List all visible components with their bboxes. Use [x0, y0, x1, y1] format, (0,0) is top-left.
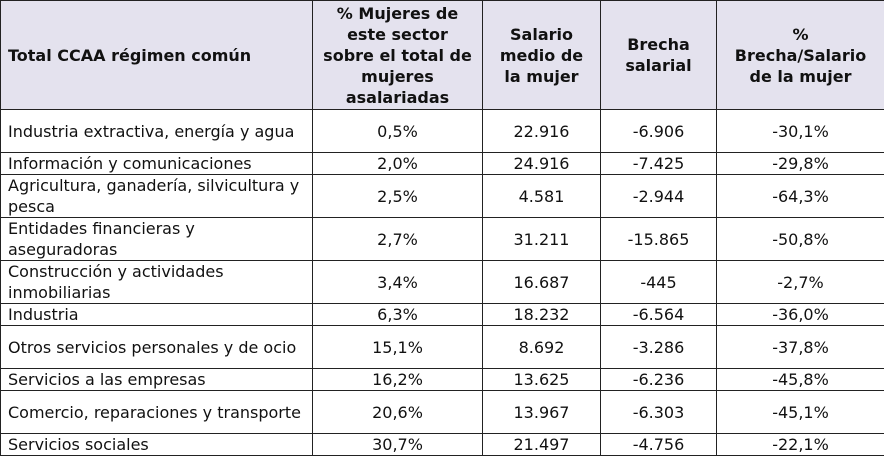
- cell-pct-brecha: -29,8%: [716, 152, 884, 175]
- cell-pct-brecha: -2,7%: [716, 260, 884, 304]
- table-row: Otros servicios personales y de ocio 15,1…: [0, 325, 884, 369]
- cell-pct-brecha: -30,1%: [716, 109, 884, 153]
- cell-pct-mujeres: 0,5%: [312, 109, 483, 153]
- cell-salario: 21.497: [482, 433, 601, 456]
- cell-pct-brecha: -36,0%: [716, 303, 884, 326]
- cell-salario: 24.916: [482, 152, 601, 175]
- cell-brecha: -445: [600, 260, 717, 304]
- cell-pct-mujeres: 2,5%: [312, 174, 483, 218]
- cell-pct-brecha: -50,8%: [716, 217, 884, 261]
- cell-brecha: -6.303: [600, 390, 717, 434]
- cell-salario: 22.916: [482, 109, 601, 153]
- cell-sector: Entidades financieras y aseguradoras: [0, 217, 313, 261]
- header-row: Total CCAA régimen común % Mujeres de es…: [0, 0, 884, 110]
- cell-pct-mujeres: 16,2%: [312, 368, 483, 391]
- cell-salario: 4.581: [482, 174, 601, 218]
- cell-brecha: -6.906: [600, 109, 717, 153]
- header-brecha: Brecha salarial: [600, 0, 717, 110]
- table-row: Agricultura, ganadería, silvicultura y p…: [0, 174, 884, 218]
- cell-brecha: -4.756: [600, 433, 717, 456]
- cell-pct-brecha: -45,8%: [716, 368, 884, 391]
- cell-brecha: -6.564: [600, 303, 717, 326]
- cell-sector: Construcción y actividades inmobiliarias: [0, 260, 313, 304]
- cell-pct-mujeres: 2,0%: [312, 152, 483, 175]
- cell-pct-brecha: -64,3%: [716, 174, 884, 218]
- cell-sector: Industria extractiva, energía y agua: [0, 109, 313, 153]
- cell-sector: Otros servicios personales y de ocio: [0, 325, 313, 369]
- cell-brecha: -7.425: [600, 152, 717, 175]
- cell-pct-mujeres: 3,4%: [312, 260, 483, 304]
- cell-brecha: -15.865: [600, 217, 717, 261]
- header-salario: Salario medio de la mujer: [482, 0, 601, 110]
- header-pct-brecha: % Brecha/Salario de la mujer: [716, 0, 884, 110]
- cell-pct-mujeres: 15,1%: [312, 325, 483, 369]
- cell-sector: Agricultura, ganadería, silvicultura y p…: [0, 174, 313, 218]
- cell-salario: 13.967: [482, 390, 601, 434]
- table-row: Comercio, reparaciones y transporte 20,6%…: [0, 390, 884, 434]
- header-pct-mujeres: % Mujeres de este sector sobre el total …: [312, 0, 483, 110]
- wage-gap-table: Total CCAA régimen común % Mujeres de es…: [0, 0, 884, 456]
- cell-salario: 18.232: [482, 303, 601, 326]
- cell-pct-mujeres: 2,7%: [312, 217, 483, 261]
- cell-pct-brecha: -22,1%: [716, 433, 884, 456]
- cell-sector: Servicios a las empresas: [0, 368, 313, 391]
- table-row: Industria extractiva, energía y agua 0,5%…: [0, 109, 884, 153]
- cell-pct-mujeres: 6,3%: [312, 303, 483, 326]
- table-row: Construcción y actividades inmobiliarias…: [0, 260, 884, 304]
- table-row: Industria 6,3% 18.232 -6.564 -36,0%: [0, 303, 884, 326]
- table-row: Servicios sociales 30,7% 21.497 -4.756 -22,1…: [0, 433, 884, 456]
- table-row: Información y comunicaciones 2,0% 24.916 -7…: [0, 152, 884, 175]
- cell-pct-brecha: -37,8%: [716, 325, 884, 369]
- cell-pct-brecha: -45,1%: [716, 390, 884, 434]
- cell-sector: Servicios sociales: [0, 433, 313, 456]
- cell-salario: 13.625: [482, 368, 601, 391]
- cell-salario: 31.211: [482, 217, 601, 261]
- cell-brecha: -6.236: [600, 368, 717, 391]
- cell-salario: 8.692: [482, 325, 601, 369]
- table-row: Entidades financieras y aseguradoras 2,7%…: [0, 217, 884, 261]
- cell-brecha: -3.286: [600, 325, 717, 369]
- cell-brecha: -2.944: [600, 174, 717, 218]
- table-row: Servicios a las empresas 16,2% 13.625 -6.23…: [0, 368, 884, 391]
- cell-pct-mujeres: 20,6%: [312, 390, 483, 434]
- cell-sector: Industria: [0, 303, 313, 326]
- cell-pct-mujeres: 30,7%: [312, 433, 483, 456]
- cell-sector: Información y comunicaciones: [0, 152, 313, 175]
- cell-salario: 16.687: [482, 260, 601, 304]
- cell-sector: Comercio, reparaciones y transporte: [0, 390, 313, 434]
- header-sector: Total CCAA régimen común: [0, 0, 313, 110]
